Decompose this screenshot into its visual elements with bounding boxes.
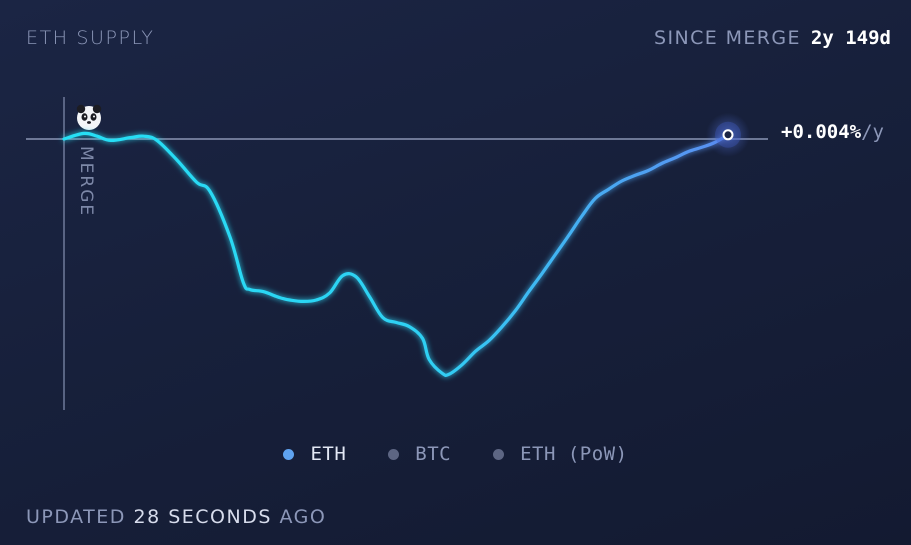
legend-label-btc: BTC bbox=[415, 443, 452, 465]
legend-item-btc[interactable]: BTC bbox=[388, 443, 451, 465]
current-rate-unit: /y bbox=[861, 121, 884, 143]
current-rate-label: +0.004%/y bbox=[781, 121, 884, 143]
current-rate-value: +0.004% bbox=[781, 121, 862, 143]
panda-icon bbox=[76, 104, 102, 130]
updated-value: 28 SECONDS bbox=[133, 506, 272, 528]
legend-label-eth-pow: ETH (PoW) bbox=[520, 443, 628, 465]
legend-item-eth[interactable]: ETH bbox=[283, 443, 346, 465]
updated-suffix: AGO bbox=[279, 506, 327, 528]
since-merge-label: SINCE MERGE bbox=[654, 27, 801, 49]
since-merge-readout: SINCE MERGE 2y 149d bbox=[654, 27, 891, 49]
updated-status: UPDATED 28 SECONDS AGO bbox=[26, 506, 326, 528]
since-merge-value: 2y 149d bbox=[810, 27, 891, 49]
current-point-marker[interactable] bbox=[722, 129, 734, 141]
card-title: ETH SUPPLY bbox=[26, 27, 155, 49]
legend-dot-btc bbox=[388, 448, 400, 460]
merge-label: MERGE bbox=[76, 146, 96, 217]
chart-legend: ETH BTC ETH (PoW) bbox=[0, 443, 911, 465]
legend-item-eth-pow[interactable]: ETH (PoW) bbox=[493, 443, 627, 465]
legend-label-eth: ETH bbox=[310, 443, 347, 465]
updated-prefix: UPDATED bbox=[26, 506, 126, 528]
legend-dot-eth-pow bbox=[493, 448, 505, 460]
legend-dot-eth bbox=[283, 448, 295, 460]
eth-supply-line bbox=[62, 131, 730, 378]
